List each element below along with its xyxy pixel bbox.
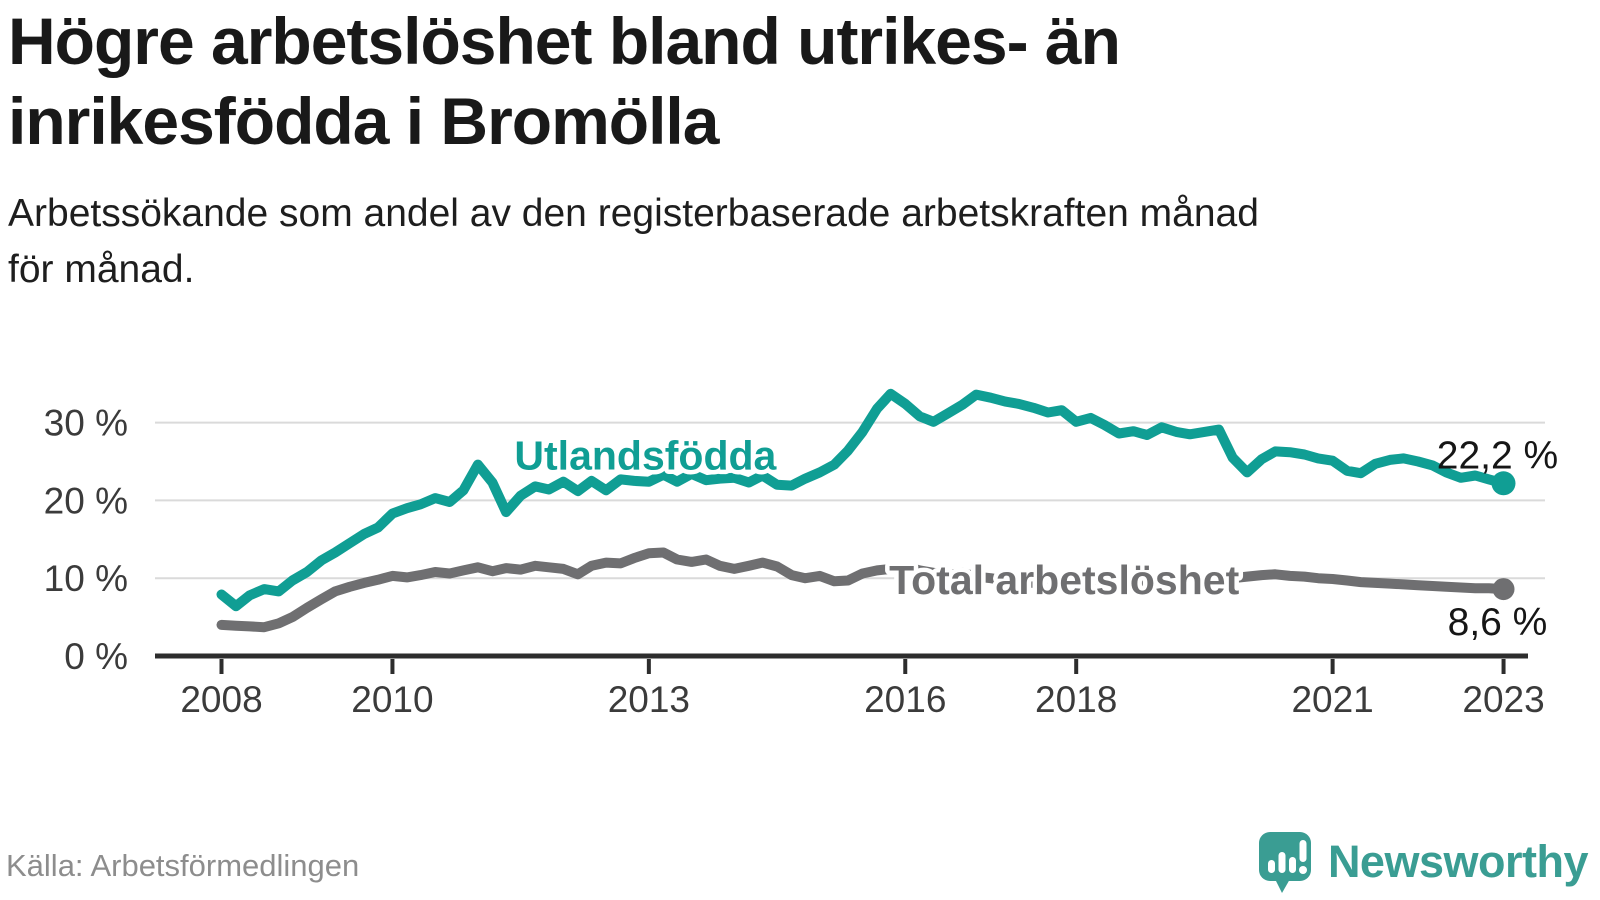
newsworthy-logo-icon — [1258, 832, 1311, 893]
x-tick-label: 2010 — [351, 679, 433, 720]
x-tick-label: 2013 — [608, 679, 690, 720]
newsworthy-brand: Newsworthy — [1258, 830, 1589, 894]
y-tick-label: 10 % — [44, 558, 128, 599]
x-tick-label: 2016 — [864, 679, 946, 720]
subtitle-line-2: för månad. — [8, 248, 195, 292]
x-tick-label: 2018 — [1035, 679, 1117, 720]
y-tick-label: 0 % — [64, 636, 128, 677]
page-title-line-1: Högre arbetslöshet bland utrikes- än — [8, 4, 1121, 78]
end-value-label-total: 8,6 % — [1448, 601, 1548, 644]
end-value-label-utlandsfodda: 22,2 % — [1437, 434, 1558, 477]
chart-subtitle: Arbetssökande som andel av den registerb… — [8, 186, 1570, 298]
page-title-line-2: inrikesfödda i Bromölla — [8, 83, 719, 158]
subtitle-line-1: Arbetssökande som andel av den registerb… — [8, 192, 1259, 235]
series-label-utlandsfodda: Utlandsfödda — [514, 432, 777, 478]
series-end-dot-utlandsfodda — [1491, 471, 1516, 496]
chart-header: Högre arbetslöshet bland utrikes- än inr… — [8, 2, 1580, 162]
y-tick-label: 30 % — [44, 403, 128, 444]
series-end-dot-total — [1492, 578, 1515, 601]
y-tick-label: 20 % — [44, 480, 128, 521]
x-tick-label: 2021 — [1291, 679, 1373, 720]
series-line-utlandsfodda — [216, 388, 1509, 612]
series-label-total: Total arbetslöshet — [889, 557, 1239, 603]
newsworthy-wordmark: Newsworthy — [1327, 836, 1589, 887]
series-line-total — [216, 547, 1509, 633]
x-tick-label: 2008 — [180, 679, 262, 720]
x-tick-label: 2023 — [1462, 679, 1544, 720]
source-note: Källa: Arbetsförmedlingen — [6, 848, 360, 883]
